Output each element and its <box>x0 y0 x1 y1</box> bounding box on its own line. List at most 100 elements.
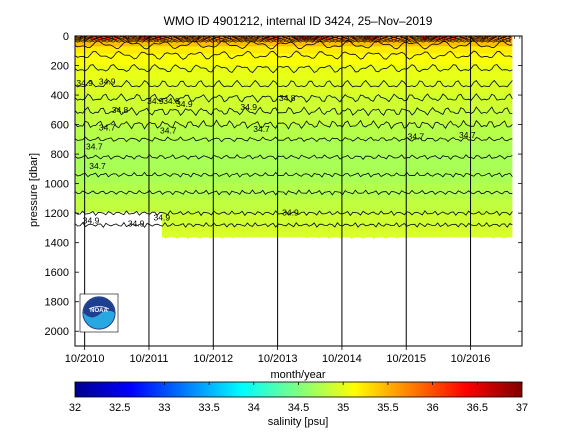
contour-label: 34.9 <box>176 99 193 109</box>
colorbar-tick-label: 34 <box>248 402 260 414</box>
contour-label: 34.9 <box>83 215 100 225</box>
colorbar-tick-label: 34.5 <box>288 402 309 414</box>
salinity-band <box>75 154 513 170</box>
salinity-field <box>75 36 513 243</box>
colorbar-label: salinity [psu] <box>268 416 329 428</box>
contour-label: 34.9 <box>99 77 116 87</box>
contour-line <box>75 210 513 217</box>
colorbar-tick-label: 35.5 <box>377 402 398 414</box>
surface-contour-line <box>75 40 512 43</box>
y-tick-label: 600 <box>51 120 69 132</box>
contour-line <box>75 154 513 161</box>
salinity-band <box>75 213 513 229</box>
x-tick-label: 10/2014 <box>322 353 362 365</box>
surface-contour-line <box>75 38 512 41</box>
svg-text:NOAA: NOAA <box>90 308 108 314</box>
colorbar-tick-label: 32 <box>69 402 81 414</box>
contour-label: 34.7 <box>86 142 103 152</box>
surface-contour-line <box>75 39 512 42</box>
contour-label: 34.8 <box>112 105 129 115</box>
salinity-band <box>75 139 513 155</box>
contour-line <box>75 171 513 178</box>
y-tick-label: 0 <box>63 31 69 43</box>
contour-label: 34.8 <box>163 96 180 106</box>
contour-line <box>75 79 513 88</box>
contour-line <box>75 93 513 103</box>
colorbar-tick-label: 33.5 <box>198 402 219 414</box>
salinity-band <box>75 124 513 140</box>
salinity-bottom-edge <box>75 234 513 240</box>
contour-label: 34.9 <box>76 78 93 88</box>
salinity-band <box>75 227 513 238</box>
no-data-region <box>75 212 162 243</box>
contour-label: 34.7 <box>253 124 270 134</box>
contour-line <box>75 63 513 74</box>
y-axis-ticks: 0 200 400 600 800 1000 1200 1400 1600 1800 2000 <box>45 31 522 338</box>
contour-line <box>75 189 513 196</box>
y-tick-label: 200 <box>51 61 69 73</box>
surface-salinity-patch <box>91 36 117 41</box>
colorbar-tick-label: 37 <box>516 402 528 414</box>
x-axis-ticks: 10/2010 10/2011 10/2012 10/2013 10/2014 10/20… <box>65 36 521 365</box>
salinity-band <box>75 198 513 214</box>
plot-frame <box>74 35 523 347</box>
y-tick-label: 400 <box>51 90 69 102</box>
y-axis-label: pressure [dbar] <box>28 153 40 227</box>
contour-label: 34.7 <box>99 122 116 132</box>
plot-area: 34.9 34.934.9 34.9 34.934.834.8 34.834.7 34.7… <box>75 36 522 346</box>
year-divider-lines <box>84 36 472 346</box>
y-tick-label: 2000 <box>45 326 69 338</box>
x-tick-label: 10/2011 <box>129 353 168 365</box>
y-tick-label: 1000 <box>45 179 69 191</box>
y-tick-label: 1800 <box>45 297 69 309</box>
x-axis-label: month/year <box>270 369 325 381</box>
contour-label: 34.9 <box>128 218 145 228</box>
y-tick-label: 1200 <box>45 208 69 220</box>
colorbar-tick-label: 36.5 <box>467 402 488 414</box>
contour-label: 34.8 <box>279 93 296 103</box>
surface-salinity-patch <box>422 36 458 41</box>
contour-lines <box>75 36 513 229</box>
surface-salinity-patch <box>364 36 381 41</box>
x-tick-label: 10/2016 <box>451 353 491 365</box>
colorbar-tick-label: 33 <box>158 402 170 414</box>
y-tick-label: 1600 <box>45 267 69 279</box>
surface-contour-line <box>75 36 512 40</box>
contour-label: 34.9 <box>147 96 164 106</box>
y-tick-label: 800 <box>51 149 69 161</box>
y-tick-label: 1400 <box>45 238 69 250</box>
colorbar-ticks: 32 32.5 33 33.5 34 34.5 35 35.5 36 36.5 37 <box>69 382 528 414</box>
contour-label: 34.7 <box>408 131 425 141</box>
contour-line <box>75 136 513 143</box>
x-tick-label: 10/2012 <box>193 353 233 365</box>
x-tick-label: 10/2013 <box>258 353 298 365</box>
salinity-band <box>75 168 513 185</box>
x-tick-label: 10/2015 <box>386 353 426 365</box>
x-tick-label: 10/2010 <box>65 353 105 365</box>
salinity-band <box>75 95 513 111</box>
contour-label: 34.7 <box>89 161 106 171</box>
contour-label: 34.7 <box>459 130 476 140</box>
salinity-band <box>75 53 513 67</box>
contour-line <box>75 106 513 117</box>
salinity-band <box>75 80 513 96</box>
colorbar-tick-label: 35 <box>337 402 349 414</box>
contour-line <box>75 119 513 130</box>
salinity-band <box>75 46 513 55</box>
colorbar-tick-label: 32.5 <box>109 402 130 414</box>
contour-label: 34.7 <box>160 125 177 135</box>
contour-line <box>75 221 513 229</box>
contour-label: 34.9 <box>282 207 299 217</box>
contour-line <box>75 40 513 50</box>
noaa-logo: NOAA <box>79 293 119 333</box>
salinity-band <box>75 109 513 126</box>
contour-label: 34.9 <box>240 102 257 112</box>
contour-label: 34.9 <box>154 213 171 223</box>
colorbar-tick-label: 36 <box>426 402 438 414</box>
contour-labels: 34.9 34.934.9 34.9 34.934.834.8 34.834.7 34.7… <box>76 77 475 229</box>
surface-salinity-patch <box>264 36 281 41</box>
salinity-band <box>75 183 513 199</box>
contour-line <box>75 50 513 60</box>
chart-title: WMO ID 4901212, internal ID 3424, 25–Nov… <box>164 14 433 28</box>
